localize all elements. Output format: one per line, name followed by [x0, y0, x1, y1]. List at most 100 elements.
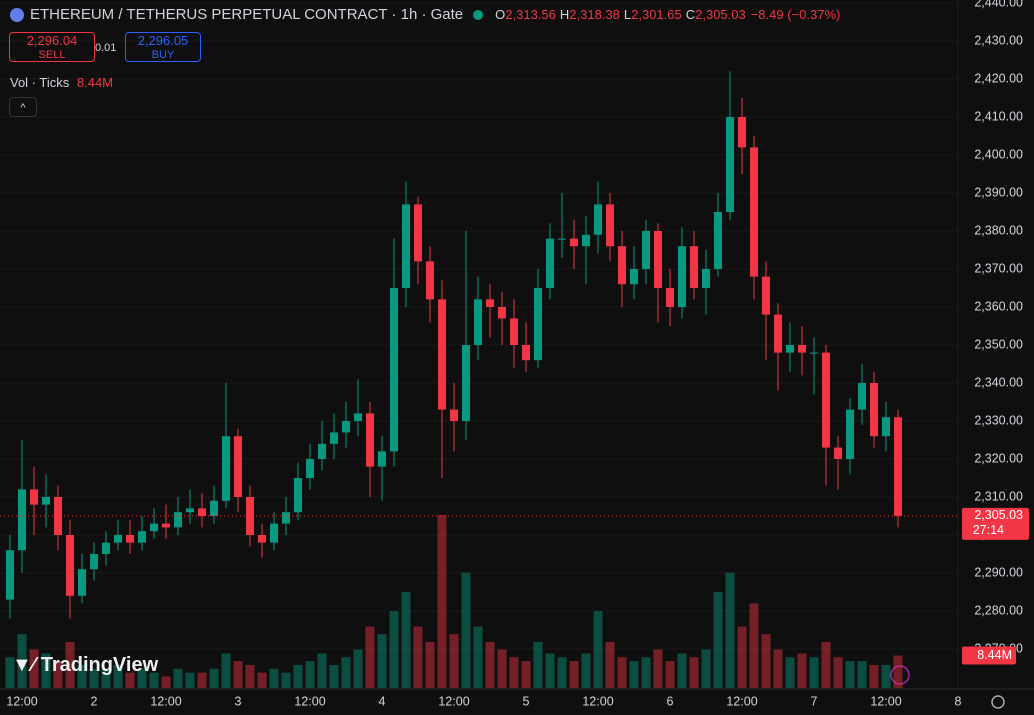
candle-body	[798, 345, 806, 353]
buy-button[interactable]: 2,296.05 BUY	[125, 32, 201, 62]
candle-body	[186, 508, 194, 513]
candle-body	[162, 523, 170, 528]
y-tick-label: 2,440.00	[974, 0, 1023, 9]
candle-body	[666, 288, 674, 307]
candle-body	[870, 383, 878, 437]
ohlc-value: 2,318.38	[569, 7, 620, 22]
y-tick-label: 2,320.00	[974, 451, 1023, 465]
candle-body	[102, 542, 110, 554]
candle-body	[270, 523, 278, 543]
candle-body	[438, 299, 446, 410]
ohlc-value: 2,305.03	[695, 7, 746, 22]
volume-bar	[113, 664, 123, 688]
volume-bar	[545, 653, 555, 688]
candle-body	[18, 489, 26, 551]
candle-body	[222, 436, 230, 501]
volume-bar	[581, 653, 591, 688]
title: ETHEREUM / TETHERUS PERPETUAL CONTRACT ·…	[30, 6, 464, 23]
candle-body	[402, 204, 410, 288]
settings-icon[interactable]	[991, 695, 1005, 709]
volume-bar	[281, 672, 291, 688]
volume-bar	[629, 661, 639, 688]
volume-bar	[413, 626, 423, 688]
y-tick-label: 2,380.00	[974, 223, 1023, 237]
volume-bar	[89, 668, 99, 688]
y-tick-label: 2,280.00	[974, 603, 1023, 617]
volume-bar	[353, 649, 363, 688]
candle-body	[714, 212, 722, 269]
x-tick-label: 5	[523, 694, 530, 708]
volume-bar	[749, 603, 759, 688]
sell-button[interactable]: 2,296.04 SELL	[9, 32, 95, 62]
ohlc-key: O	[495, 7, 506, 22]
sell-label: SELL	[38, 49, 66, 61]
volume-bar	[233, 661, 243, 688]
volume-bar	[149, 672, 159, 688]
candle-body	[750, 147, 758, 277]
y-tick-label: 2,430.00	[974, 33, 1023, 47]
volume-bar	[449, 634, 459, 688]
y-tick-label: 2,330.00	[974, 413, 1023, 427]
y-tick-label: 2,410.00	[974, 109, 1023, 123]
volume-bar	[773, 649, 783, 688]
candle-body	[234, 436, 242, 497]
volume-bar	[701, 649, 711, 688]
candle-body	[894, 417, 902, 516]
x-tick-label: 3	[235, 694, 242, 708]
candle-body	[558, 238, 566, 240]
x-tick-label: 12:00	[726, 694, 757, 708]
candle-body	[246, 497, 254, 535]
volume-bar	[533, 641, 543, 688]
volume-bar	[761, 634, 771, 688]
candle-body	[174, 512, 182, 528]
candle-body	[210, 500, 218, 516]
change: −8.49 (−0.37%)	[750, 7, 841, 22]
coin-icon	[10, 7, 24, 22]
candle-body	[630, 269, 638, 285]
volume-bar	[809, 657, 819, 688]
volume-value: 8.44M	[76, 75, 114, 90]
flash-icon[interactable]	[890, 665, 910, 685]
y-tick-label: 2,420.00	[974, 71, 1023, 85]
candle-body	[114, 535, 122, 543]
last-price-label: 2,305.03	[974, 508, 1023, 522]
candle-body	[258, 535, 266, 543]
volume-bar	[665, 661, 675, 688]
candle-body	[78, 569, 86, 596]
volume-legend: Vol · Ticks 8.44M	[10, 75, 113, 90]
collapse-button[interactable]: ^	[9, 97, 37, 117]
candle-body	[690, 246, 698, 288]
volume-bar	[617, 657, 627, 688]
candle-body	[810, 352, 818, 354]
candle-body	[570, 238, 578, 247]
volume-layer	[5, 515, 903, 688]
logo: ▼⁄ TradingView	[12, 654, 159, 676]
y-tick-label: 2,400.00	[974, 147, 1023, 161]
x-tick-label: 12:00	[6, 694, 37, 708]
x-tick-label: 12:00	[870, 694, 901, 708]
candle-body	[846, 409, 854, 459]
candle-body	[822, 352, 830, 448]
ohlc-key: C	[685, 7, 696, 22]
volume-bar	[377, 634, 387, 688]
candle-body	[738, 117, 746, 148]
volume-bar	[881, 664, 891, 688]
y-tick-label: 2,370.00	[974, 261, 1023, 275]
candle-body	[522, 345, 530, 361]
candle-body	[354, 413, 362, 421]
volume-bar	[845, 661, 855, 688]
candle-body	[30, 489, 38, 505]
volume-bar	[833, 657, 843, 688]
volume-bar	[197, 672, 207, 688]
candle-body	[498, 307, 506, 319]
volume-bar	[725, 572, 735, 688]
candle-body	[582, 234, 590, 247]
spread: 0.01	[95, 42, 117, 54]
x-tick-label: 12:00	[150, 694, 181, 708]
candle-body	[834, 447, 842, 459]
volume-bar	[389, 611, 399, 688]
candle-body	[414, 204, 422, 262]
candle-body	[342, 421, 350, 433]
volume-bar	[437, 515, 447, 688]
